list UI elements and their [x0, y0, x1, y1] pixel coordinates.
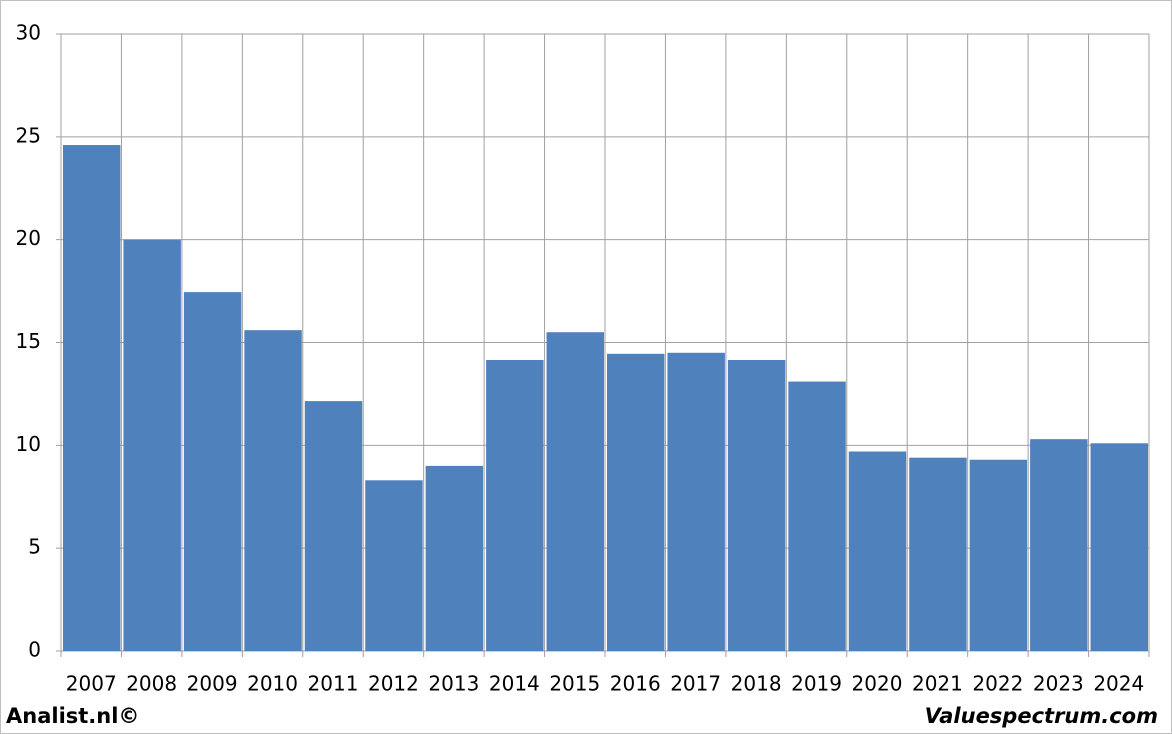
x-tick-label: 2019 [791, 672, 842, 696]
y-tick-label: 0 [28, 638, 41, 662]
bar [486, 359, 544, 651]
x-tick-label: 2023 [1033, 672, 1084, 696]
bar [244, 330, 302, 651]
x-tick-label: 2018 [731, 672, 782, 696]
bar [667, 352, 725, 651]
y-tick-label: 20 [16, 226, 41, 250]
bar [365, 480, 423, 651]
x-tick-label: 2011 [308, 672, 359, 696]
x-tick-label: 2024 [1093, 672, 1144, 696]
bar [607, 353, 665, 651]
bar [788, 381, 846, 651]
x-tick-label: 2017 [670, 672, 721, 696]
x-tick-label: 2020 [852, 672, 903, 696]
bar [425, 465, 484, 651]
bar [727, 359, 786, 651]
bar [1090, 443, 1148, 651]
x-tick-label: 2014 [489, 672, 540, 696]
bar [183, 292, 242, 651]
source-right: Valuespectrum.com [925, 704, 1158, 728]
bar [909, 457, 967, 651]
bar [848, 451, 907, 651]
bar [304, 401, 363, 651]
y-tick-label: 15 [16, 329, 41, 353]
y-tick-label: 5 [28, 535, 41, 559]
x-tick-label: 2012 [368, 672, 419, 696]
source-left: Analist.nl© [6, 704, 139, 728]
y-tick-label: 25 [16, 123, 41, 147]
x-tick-label: 2021 [912, 672, 963, 696]
x-tick-label: 2010 [247, 672, 298, 696]
bar [123, 239, 181, 651]
x-tick-label: 2015 [549, 672, 600, 696]
bar [63, 145, 121, 651]
y-tick-label: 30 [16, 21, 41, 45]
x-tick-label: 2016 [610, 672, 661, 696]
bar [546, 332, 604, 651]
y-tick-label: 10 [16, 432, 41, 456]
x-tick-label: 2007 [66, 672, 117, 696]
bar [1030, 439, 1088, 651]
x-tick-label: 2022 [972, 672, 1023, 696]
x-tick-label: 2008 [126, 672, 177, 696]
bar [969, 459, 1028, 651]
x-tick-label: 2013 [428, 672, 479, 696]
x-tick-label: 2009 [187, 672, 238, 696]
